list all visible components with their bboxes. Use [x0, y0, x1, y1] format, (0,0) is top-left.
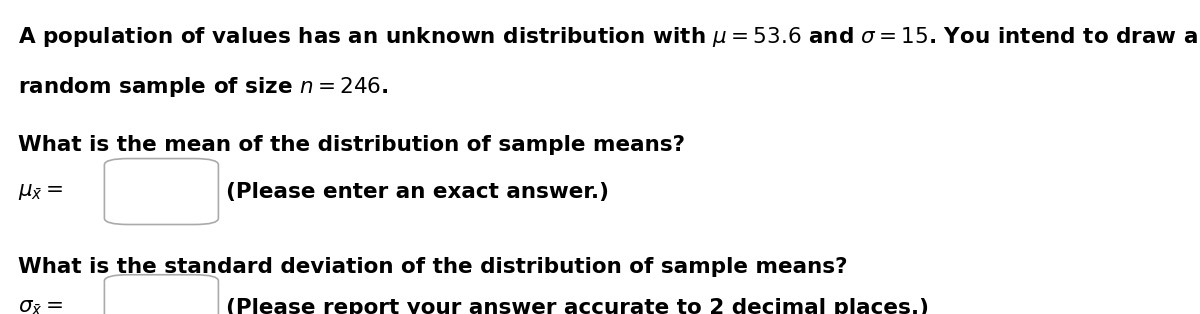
Text: What is the mean of the distribution of sample means?: What is the mean of the distribution of …: [18, 135, 685, 155]
Text: What is the standard deviation of the distribution of sample means?: What is the standard deviation of the di…: [18, 257, 847, 278]
Text: random sample of size $n = 246$.: random sample of size $n = 246$.: [18, 75, 389, 99]
FancyBboxPatch shape: [104, 159, 218, 225]
Text: $\mu_{\bar{x}} =$: $\mu_{\bar{x}} =$: [18, 181, 64, 202]
Text: (Please report your answer accurate to 2 decimal places.): (Please report your answer accurate to 2…: [226, 298, 929, 314]
FancyBboxPatch shape: [104, 275, 218, 314]
Text: (Please enter an exact answer.): (Please enter an exact answer.): [226, 181, 608, 202]
Text: A population of values has an unknown distribution with $\mu = 53.6$ and $\sigma: A population of values has an unknown di…: [18, 25, 1198, 49]
Text: $\sigma_{\bar{x}} =$: $\sigma_{\bar{x}} =$: [18, 298, 64, 314]
